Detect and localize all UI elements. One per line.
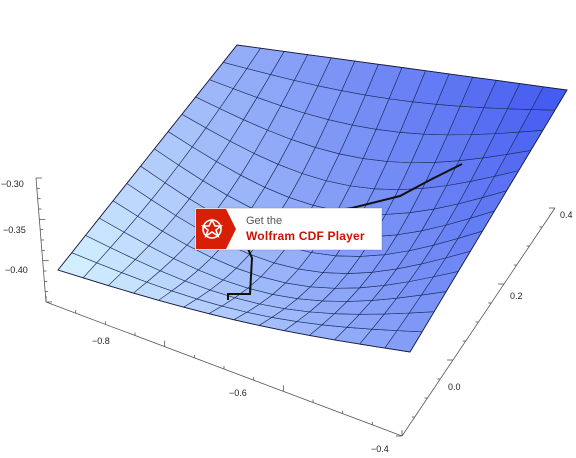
x-tick-label: −0.4 (371, 444, 389, 454)
y-tick-label: 0.0 (448, 382, 461, 392)
cdf-badge-line2: Wolfram CDF Player (246, 229, 365, 244)
wolfram-spikey-icon (196, 209, 236, 249)
y-tick-label: 0.2 (510, 291, 523, 301)
x-tick-label: −0.8 (92, 336, 110, 346)
z-tick-label: −0.30 (1, 179, 24, 189)
z-tick-label: −0.40 (5, 265, 28, 275)
z-tick-label: −0.35 (3, 225, 26, 235)
get-cdf-player-button[interactable]: Get the Wolfram CDF Player (195, 208, 382, 250)
x-tick-label: −0.6 (229, 388, 247, 398)
y-tick-label: 0.4 (560, 210, 573, 220)
cdf-badge-line1: Get the (246, 214, 365, 229)
surface-mesh (58, 45, 567, 352)
